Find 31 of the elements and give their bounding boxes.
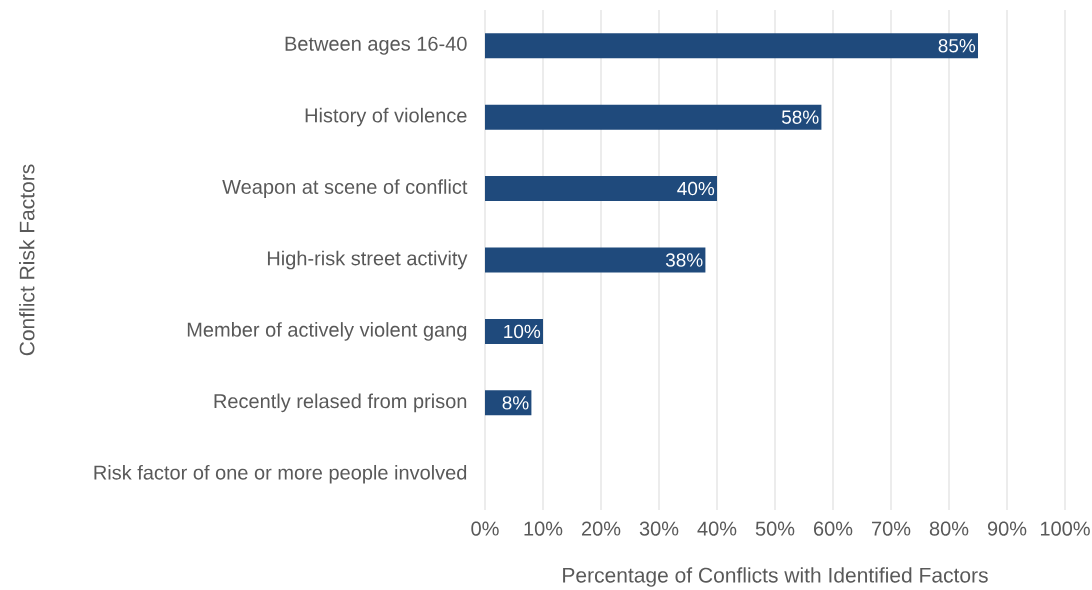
y-tick-label: Recently relased from prison xyxy=(214,393,467,413)
y-tick-label: Risk factor of one or more people involved xyxy=(94,464,467,484)
data-label: 40% xyxy=(677,181,715,196)
x-tick-label: 100% xyxy=(1040,521,1090,536)
data-label: 58% xyxy=(781,110,819,124)
x-tick-label: 80% xyxy=(929,521,969,536)
y-tick-label: High-risk street activity xyxy=(267,250,468,270)
y-tick-label: Member of actively violent gang xyxy=(187,322,467,341)
x-tick-label: 90% xyxy=(987,521,1027,536)
x-tick-label: 0% xyxy=(471,521,499,536)
x-tick-label: 30% xyxy=(639,521,679,536)
data-label: 8% xyxy=(502,396,529,410)
x-axis-title: Percentage of Conflicts with Identified Factors xyxy=(563,567,988,587)
x-tick-label: 50% xyxy=(755,521,795,536)
data-label: 85% xyxy=(938,39,976,53)
y-tick-label: History of violence xyxy=(305,107,467,127)
x-tick-label: 10% xyxy=(524,521,563,536)
y-axis-title: Conflict Risk Factors xyxy=(19,164,35,356)
bar xyxy=(485,247,706,273)
x-tick-label: 40% xyxy=(697,521,737,536)
bar xyxy=(485,318,543,344)
bar xyxy=(485,104,822,130)
bar xyxy=(485,176,717,202)
bar xyxy=(485,33,979,59)
data-label: 38% xyxy=(665,253,703,267)
data-label: 10% xyxy=(504,324,541,339)
x-tick-label: 20% xyxy=(581,521,621,536)
y-tick-label: Between ages 16-40 xyxy=(285,36,467,55)
y-tick-label: Weapon at scene of conflict xyxy=(222,179,468,198)
x-tick-label: 60% xyxy=(814,521,853,536)
x-tick-label: 70% xyxy=(872,521,911,536)
